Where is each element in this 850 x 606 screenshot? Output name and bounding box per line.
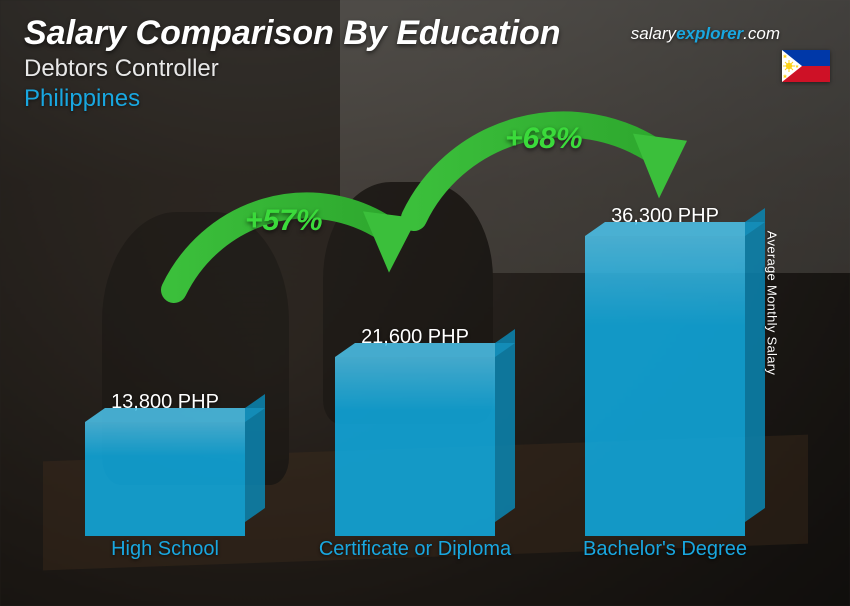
watermark: salaryexplorer.com [631, 24, 780, 44]
watermark-mid: explorer [676, 24, 743, 43]
bar-front-face [585, 236, 745, 536]
increase-arrow: +57% [155, 140, 425, 310]
bar-top-face [335, 343, 515, 357]
bar-group: 21,600 PHP [303, 326, 528, 536]
watermark-prefix: salary [631, 24, 676, 43]
chart-country: Philippines [24, 85, 826, 113]
bar-side-face [495, 329, 515, 522]
bar-side-face [245, 394, 265, 522]
category-label: Certificate or Diploma [303, 538, 528, 584]
category-label: High School [53, 538, 278, 584]
bar-group: 13,800 PHP [53, 391, 278, 536]
percent-increase-label: +57% [245, 204, 323, 238]
bar-3d [585, 236, 745, 536]
bar-group: 36,300 PHP [553, 205, 778, 536]
arrow-head [633, 134, 687, 199]
y-axis-label: Average Monthly Salary [764, 231, 779, 375]
watermark-suffix: .com [743, 24, 780, 43]
philippines-flag-icon [782, 50, 830, 82]
bar-front-face [85, 422, 245, 536]
bar-top-face [85, 408, 265, 422]
bar-side-face [745, 208, 765, 522]
category-labels: High School Certificate or Diploma Bachelo… [40, 538, 790, 584]
bar-3d [335, 357, 495, 536]
chart-subtitle: Debtors Controller [24, 55, 826, 83]
category-label: Bachelor's Degree [553, 538, 778, 584]
bar-front-face [335, 357, 495, 536]
bar-3d [85, 422, 245, 536]
percent-increase-label: +68% [505, 122, 583, 156]
